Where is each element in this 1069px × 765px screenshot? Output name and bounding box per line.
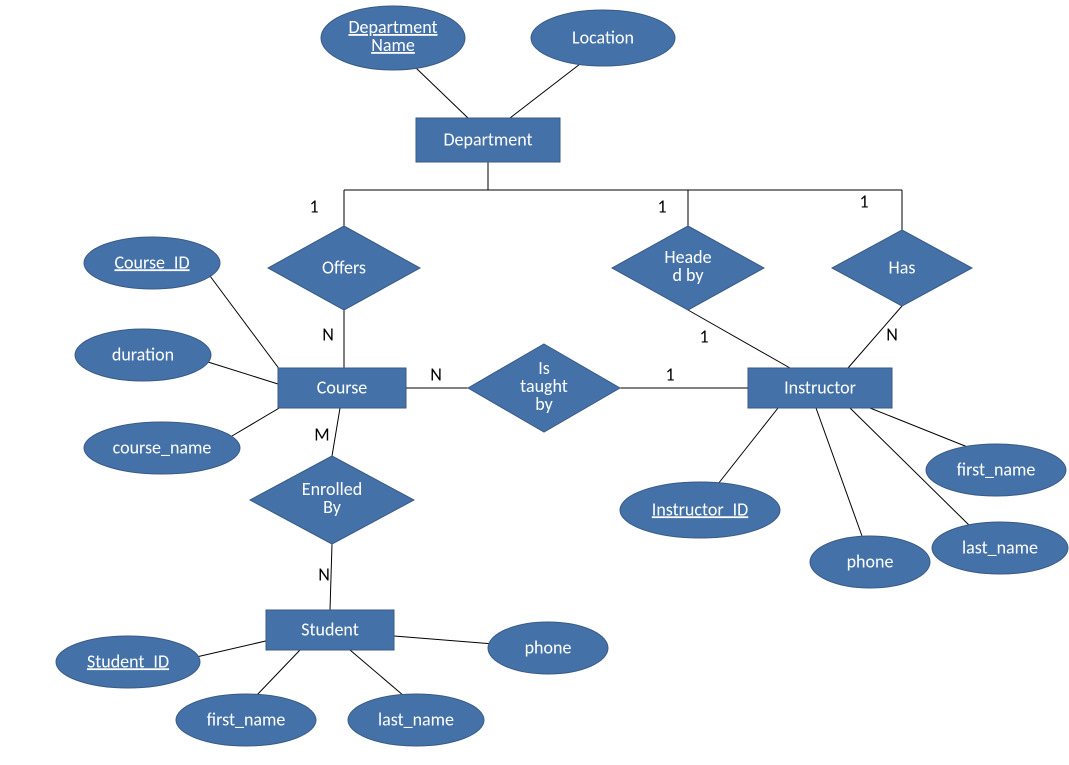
edge — [416, 68, 468, 118]
entity-label-student: Student — [301, 618, 359, 640]
attribute-label-student_id: Student_ID — [87, 650, 169, 672]
attribute-label-i_last: last_name — [962, 536, 1038, 558]
cardinality: N — [318, 563, 330, 585]
attribute-label-duration: duration — [112, 343, 174, 365]
cardinality: N — [886, 323, 898, 345]
cardinality: N — [322, 323, 334, 345]
edge — [718, 408, 778, 484]
er-diagram: Department Course Instructor Student Offers H… — [0, 0, 1069, 765]
entity-label-course: Course — [317, 376, 368, 398]
attribute-label-instructor_id: Instructor_ID — [652, 498, 748, 520]
edge — [232, 404, 286, 436]
relationship-label-has: Has — [889, 256, 916, 278]
relationship-label-offers: Offers — [322, 256, 366, 278]
attribute-label-s_last: last_name — [378, 708, 454, 730]
edge — [330, 544, 332, 610]
edge — [256, 650, 300, 696]
entity-label-department: Department — [443, 128, 532, 150]
attribute-label-s_phone: phone — [525, 636, 572, 658]
edge — [394, 636, 494, 644]
cardinality: 1 — [657, 195, 666, 217]
edge — [816, 408, 862, 536]
edge — [208, 362, 278, 384]
edge — [350, 650, 404, 696]
cardinality: 1 — [665, 363, 674, 385]
attribute-label-s_first: first_name — [207, 708, 286, 730]
edge — [332, 408, 340, 456]
cardinality: 1 — [859, 190, 868, 212]
attribute-label-location: Location — [572, 26, 634, 48]
edge — [210, 276, 280, 370]
attribute-label-i_first: first_name — [957, 458, 1036, 480]
edge — [192, 640, 270, 658]
cardinality: 1 — [699, 325, 708, 347]
attribute-label-course_id: Course_ID — [114, 251, 189, 273]
attribute-label-i_phone: phone — [847, 550, 894, 572]
attribute-label-course_name: course_name — [113, 436, 212, 458]
cardinality: M — [314, 423, 329, 445]
edge — [510, 64, 580, 118]
entity-label-instructor: Instructor — [784, 376, 856, 398]
cardinality: 1 — [309, 195, 318, 217]
cardinality: N — [430, 363, 442, 385]
